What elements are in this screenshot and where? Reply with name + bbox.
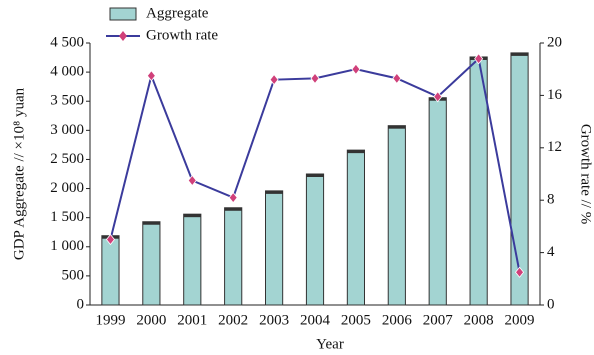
y-tick-label: 0	[77, 296, 85, 312]
bar	[305, 173, 325, 306]
x-tick-label: 2008	[464, 312, 494, 328]
y-tick-label: 2 000	[50, 180, 84, 196]
y2-tick-label: 16	[547, 87, 563, 103]
x-tick-label: 2007	[423, 312, 454, 328]
marker	[146, 70, 156, 82]
y2-tick-label: 0	[547, 296, 555, 312]
marker	[187, 174, 197, 187]
y-tick-label: 3 500	[50, 93, 84, 109]
legend-marker	[119, 31, 127, 41]
bar-cap	[265, 190, 283, 194]
y2-tick-label: 4	[547, 244, 555, 260]
bar	[428, 97, 447, 306]
y2-axis-label: Growth rate // %	[578, 124, 594, 224]
y-axis-label: GDP Aggregate // ×10⁸ yuan	[11, 87, 27, 260]
bar	[183, 213, 202, 306]
bar	[387, 125, 406, 306]
bar-cap	[183, 214, 201, 218]
marker	[515, 266, 525, 278]
bar	[346, 149, 365, 306]
marker	[474, 53, 484, 65]
y-tick-label: 1 500	[50, 209, 84, 225]
x-tick-label: 1999	[95, 312, 125, 328]
marker	[351, 63, 361, 75]
x-tick-label: 2002	[218, 312, 248, 328]
y2-tick-label: 8	[547, 192, 555, 208]
y-tick-label: 2 500	[50, 151, 84, 167]
x-tick-label: 2003	[259, 312, 289, 328]
marker	[269, 74, 279, 86]
marker	[105, 233, 115, 246]
x-tick-label: 2006	[382, 312, 413, 328]
bar-cap	[306, 174, 324, 177]
legend-swatch	[109, 7, 137, 21]
bar	[101, 235, 120, 306]
x-tick-label: 2009	[505, 312, 535, 328]
x-tick-label: 2000	[136, 312, 166, 328]
x-axis-label: Year	[316, 336, 344, 352]
marker	[228, 191, 238, 204]
y-tick-label: 1 000	[50, 238, 84, 254]
bar-cap	[347, 150, 365, 154]
y-tick-label: 3 000	[50, 122, 84, 138]
y-tick-label: 500	[62, 267, 85, 283]
y-tick-label: 4 000	[50, 64, 84, 80]
legend-label: Growth rate	[146, 27, 218, 43]
x-tick-label: 2001	[177, 312, 207, 328]
y2-tick-label: 12	[547, 139, 562, 155]
bar	[224, 207, 243, 306]
marker	[433, 91, 443, 103]
bar	[265, 190, 284, 306]
marker	[310, 72, 320, 85]
bar-cap	[142, 221, 160, 225]
y2-tick-label: 20	[547, 34, 562, 50]
bar-cap	[224, 207, 242, 211]
bar-cap	[510, 52, 529, 56]
marker	[392, 72, 402, 85]
bar	[142, 221, 161, 306]
y-tick-label: 4 500	[50, 34, 84, 50]
x-tick-label: 2004	[300, 312, 331, 328]
legend-label: Aggregate	[146, 5, 209, 21]
x-tick-label: 2005	[341, 312, 371, 328]
bar-cap	[388, 125, 406, 129]
